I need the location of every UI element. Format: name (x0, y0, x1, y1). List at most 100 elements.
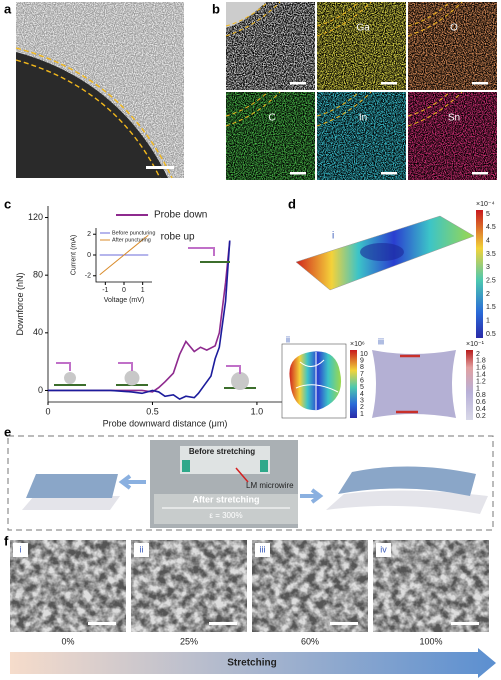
blob-ii (289, 351, 342, 411)
boundary (225, 91, 281, 127)
strain-label: 25% (180, 636, 198, 646)
sem-texture (10, 540, 126, 632)
colorbar-tick: 3.5 (486, 251, 496, 258)
probe (118, 362, 133, 371)
colorbar-tick: 2 (476, 351, 480, 358)
colorbar-tick: 5 (486, 211, 490, 218)
scale-bar (472, 82, 488, 85)
bright-corner (226, 2, 266, 28)
scale-bar (146, 166, 174, 169)
scale-bar (209, 622, 237, 625)
label-box (255, 543, 270, 557)
colorbar-tick: 1.8 (476, 358, 486, 365)
annotation: LM microwire (246, 481, 294, 490)
clamp (260, 460, 268, 472)
panel-label: b (212, 1, 220, 16)
panel-label: f (4, 533, 9, 548)
x-tick-label: 0.5 (146, 406, 159, 416)
texture (16, 2, 184, 178)
colorbar-tick: 6 (360, 378, 364, 385)
colorbar-tick: 9 (360, 358, 364, 365)
scale-bar (451, 622, 479, 625)
colorbar-tick: 4 (360, 391, 364, 398)
panel-label: e (4, 424, 11, 439)
colorbar-tick: 1.4 (476, 372, 486, 379)
film (26, 474, 118, 498)
element-label: C (268, 113, 275, 124)
inset-frame (60, 222, 160, 302)
subpanel-label: i (20, 544, 22, 554)
sheet-iii (372, 350, 456, 418)
element-label: Ga (356, 23, 370, 34)
colorbar-exponent: ×10⁻¹ (466, 341, 485, 348)
y-tick-label: 2 (87, 231, 91, 238)
boundary (225, 91, 269, 117)
colorbar-tick: 5 (360, 384, 364, 391)
cells (295, 352, 339, 410)
photo-caption: Before stretching (189, 447, 255, 456)
stretch-arrow (10, 648, 496, 678)
colorbar-tick: 3 (486, 264, 490, 271)
element-label: In (359, 113, 367, 124)
colorbar-tick: 2.5 (486, 278, 496, 285)
colorbar-tick: 0.8 (476, 392, 486, 399)
map-noise (408, 2, 497, 90)
scale-bar (381, 172, 397, 175)
sem-texture (252, 540, 368, 632)
probe (56, 362, 71, 371)
legend-label: After puncturing (112, 237, 151, 243)
probe (226, 365, 241, 374)
colorbar (476, 210, 483, 338)
x-axis-label: Voltage (mV) (104, 297, 144, 304)
clamp (182, 460, 190, 472)
boundary (407, 91, 463, 127)
y-tick-label: 80 (33, 270, 43, 280)
scale-bar (472, 172, 488, 175)
colorbar-tick: 0.2 (476, 413, 486, 420)
map-noise (317, 2, 406, 90)
x-tick-label: -1 (102, 287, 108, 294)
arrow-right (300, 488, 324, 504)
label-box (13, 543, 28, 557)
label-box (134, 543, 149, 557)
scale-bar (381, 82, 397, 85)
colorbar-tick: 0.5 (486, 331, 496, 338)
map-noise (226, 92, 315, 180)
colorbar-tick: 8 (360, 364, 364, 371)
boundary (316, 1, 372, 37)
scale-bar (88, 622, 116, 625)
legend-label: Before puncturing (112, 230, 155, 236)
droplet (231, 372, 249, 390)
boundary (15, 47, 173, 179)
colorbar-tick: 10 (360, 351, 368, 358)
y-axis-label: Downforce (nN) (15, 272, 25, 335)
x-axis-label: Probe downward distance (μm) (103, 418, 228, 428)
y-tick-label: 40 (33, 327, 43, 337)
subpanel-label: i (332, 231, 334, 242)
boundary (15, 59, 161, 179)
colorbar-tick: 4 (486, 238, 490, 245)
colorbar-tick: 1 (476, 385, 480, 392)
label-box (376, 543, 391, 557)
x-tick-label: 1.0 (251, 406, 264, 416)
colorbar (466, 350, 473, 420)
colorbar-tick: 2 (360, 404, 364, 411)
photo-after (154, 494, 298, 524)
y-tick-label: -2 (85, 273, 91, 280)
boundary (316, 1, 360, 27)
boundary (407, 1, 451, 27)
colorbar-tick: 3 (360, 398, 364, 405)
arrow-left (118, 474, 146, 490)
legend-label: Probe down (154, 210, 207, 221)
element-label: O (450, 23, 458, 34)
droplet (64, 372, 76, 384)
boundary (407, 91, 451, 117)
scale-bar (290, 82, 306, 85)
series-line (99, 234, 149, 276)
panel-label: c (4, 196, 11, 211)
subpanel-label: iv (380, 544, 387, 554)
element-label: Sn (448, 113, 460, 124)
colorbar-tick: 1.2 (476, 378, 486, 385)
photo-caption: After stretching (192, 494, 259, 504)
